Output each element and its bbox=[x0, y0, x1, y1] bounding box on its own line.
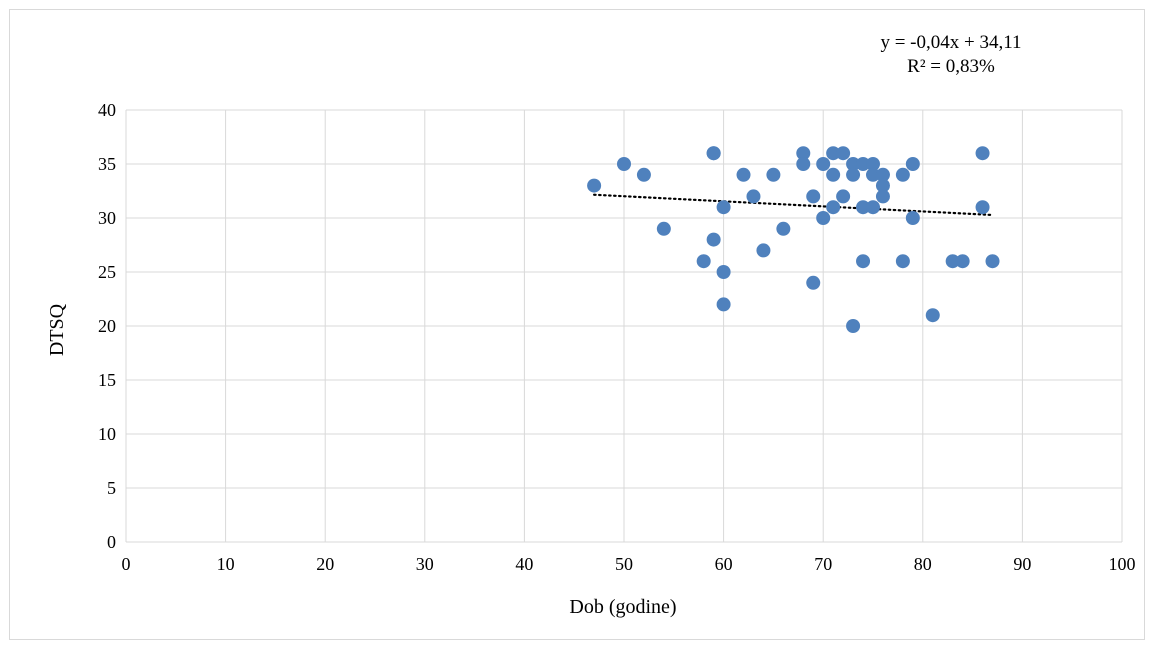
data-point bbox=[866, 167, 880, 182]
data-point bbox=[796, 157, 811, 171]
data-point bbox=[806, 189, 821, 204]
data-points bbox=[587, 146, 1000, 333]
data-point bbox=[925, 308, 940, 323]
data-point bbox=[826, 167, 841, 182]
scatter-chart: 0 10 20 30 40 50 60 70 80 90 100 0510152025303540 … bbox=[46, 32, 1136, 618]
data-point bbox=[846, 319, 861, 333]
y-tick-label: 40 bbox=[98, 100, 116, 120]
y-axis-title: DTSQ bbox=[46, 303, 68, 356]
y-tick-label: 5 bbox=[107, 478, 116, 498]
data-point bbox=[905, 157, 920, 171]
x-tick-label: 10 bbox=[217, 554, 235, 574]
data-point bbox=[866, 157, 880, 171]
x-tick-label: 20 bbox=[316, 554, 334, 574]
data-point bbox=[945, 254, 960, 269]
x-tick-label: 30 bbox=[416, 554, 434, 574]
data-point bbox=[875, 178, 890, 193]
x-tick-label: 40 bbox=[515, 554, 533, 574]
data-point bbox=[716, 200, 731, 215]
data-point bbox=[806, 275, 821, 290]
data-point bbox=[776, 221, 791, 236]
y-tick-label: 35 bbox=[98, 154, 116, 174]
chart-frame: 0 10 20 30 40 50 60 70 80 90 100 0 5 10 15 20 25 30 35 40 … bbox=[9, 9, 1145, 640]
x-tick-label: 90 bbox=[1013, 554, 1031, 574]
x-tick-label: 100 bbox=[1109, 554, 1136, 574]
data-point bbox=[736, 167, 751, 182]
x-tick-label: 80 bbox=[914, 554, 932, 574]
data-point bbox=[816, 211, 831, 225]
data-point bbox=[706, 146, 721, 161]
data-point bbox=[975, 200, 990, 215]
data-point bbox=[587, 178, 602, 193]
data-point bbox=[895, 254, 910, 269]
data-point bbox=[836, 146, 851, 161]
data-point bbox=[656, 221, 671, 236]
data-point bbox=[746, 189, 761, 204]
y-tick-label: 15 bbox=[98, 370, 116, 390]
y-tick-label: 30 bbox=[98, 208, 116, 228]
data-point bbox=[895, 167, 910, 182]
data-point bbox=[905, 211, 920, 225]
data-point bbox=[846, 157, 861, 171]
data-point bbox=[866, 200, 880, 215]
data-point bbox=[836, 189, 851, 204]
x-tick-label: 60 bbox=[715, 554, 733, 574]
data-point bbox=[706, 232, 721, 247]
data-point bbox=[985, 254, 1000, 269]
trendline-equation: y = -0,04x + 34,11 bbox=[880, 32, 1021, 53]
data-point bbox=[766, 167, 781, 182]
y-tick-label: 20 bbox=[98, 316, 116, 336]
data-point bbox=[716, 265, 731, 279]
gridlines bbox=[125, 109, 1123, 543]
data-point bbox=[856, 157, 871, 171]
data-point bbox=[875, 189, 890, 204]
x-tick-label: 70 bbox=[814, 554, 832, 574]
x-tick-label: 50 bbox=[615, 554, 633, 574]
data-point bbox=[856, 254, 871, 269]
trendline-group bbox=[593, 193, 994, 217]
data-point bbox=[955, 254, 970, 269]
y-tick-label: 25 bbox=[98, 262, 116, 282]
trendline bbox=[593, 193, 994, 217]
data-point bbox=[636, 167, 651, 182]
data-point bbox=[617, 157, 631, 171]
y-tick-label: 0 bbox=[107, 532, 116, 552]
data-point bbox=[756, 243, 771, 258]
data-point bbox=[856, 200, 871, 215]
y-tick-labels: 0 5 10 15 20 25 30 35 40 bbox=[98, 100, 116, 552]
data-point bbox=[716, 297, 731, 312]
data-point bbox=[826, 200, 841, 215]
data-point bbox=[846, 167, 861, 182]
y-tick-label: 10 bbox=[98, 424, 116, 444]
x-axis-title: Dob (godine) bbox=[569, 596, 676, 618]
data-point bbox=[826, 146, 841, 161]
data-point bbox=[696, 254, 711, 269]
data-point bbox=[816, 157, 831, 171]
data-point bbox=[975, 146, 990, 161]
x-tick-label: 0 bbox=[122, 554, 131, 574]
x-tick-labels: 0 10 20 30 40 50 60 70 80 90 100 bbox=[122, 554, 1136, 574]
trendline-r-squared: R² = 0,83% bbox=[907, 56, 995, 77]
data-point bbox=[875, 167, 890, 182]
data-point bbox=[796, 146, 811, 161]
